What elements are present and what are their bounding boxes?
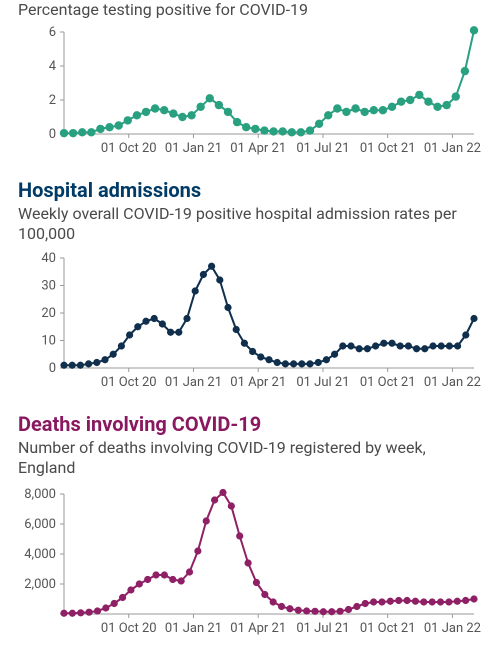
svg-text:2: 2 <box>49 93 56 108</box>
svg-text:8,000: 8,000 <box>24 487 56 502</box>
svg-text:0: 0 <box>49 127 56 142</box>
svg-text:01 Jul 21: 01 Jul 21 <box>296 375 349 390</box>
svg-text:01 Jan 22: 01 Jan 22 <box>424 141 481 156</box>
svg-text:01 Jan 21: 01 Jan 21 <box>165 621 222 636</box>
svg-text:01 Apr 21: 01 Apr 21 <box>230 621 286 636</box>
svg-text:01 Oct 21: 01 Oct 21 <box>360 141 416 156</box>
svg-text:40: 40 <box>41 251 56 266</box>
svg-text:01 Jan 22: 01 Jan 22 <box>424 375 481 390</box>
deaths-section: Deaths involving COVID-19 Number of deat… <box>18 412 482 644</box>
svg-text:01 Oct 21: 01 Oct 21 <box>360 375 416 390</box>
admissions-title: Hospital admissions <box>18 178 482 202</box>
admissions-section: Hospital admissions Weekly overall COVID… <box>18 178 482 398</box>
svg-text:4: 4 <box>49 59 57 74</box>
svg-text:01 Jan 21: 01 Jan 21 <box>165 375 222 390</box>
svg-text:6: 6 <box>49 26 56 40</box>
svg-text:0: 0 <box>49 361 56 376</box>
svg-text:01 Oct 20: 01 Oct 20 <box>101 141 157 156</box>
svg-text:10: 10 <box>41 334 56 349</box>
deaths-title: Deaths involving COVID-19 <box>18 412 482 436</box>
svg-text:01 Jul 21: 01 Jul 21 <box>296 621 349 636</box>
svg-text:2,000: 2,000 <box>24 577 56 592</box>
svg-text:01 Oct 20: 01 Oct 20 <box>101 375 157 390</box>
svg-text:01 Apr 21: 01 Apr 21 <box>230 375 286 390</box>
svg-text:01 Apr 21: 01 Apr 21 <box>230 141 286 156</box>
deaths-subtitle: Number of deaths involving COVID-19 regi… <box>18 438 482 478</box>
infections-chart: 0 2 4 6 01 Oct 20 01 Jan 21 01 Apr 21 01 Jul 21… <box>18 26 482 164</box>
svg-text:01 Jan 22: 01 Jan 22 <box>424 621 481 636</box>
svg-text:01 Oct 21: 01 Oct 21 <box>360 621 416 636</box>
svg-text:01 Jul 21: 01 Jul 21 <box>296 141 349 156</box>
deaths-chart: 2,000 4,000 6,000 8,000 01 Oct 20 01 Jan 21 01… <box>18 484 482 644</box>
svg-text:01 Jan 21: 01 Jan 21 <box>165 141 222 156</box>
infections-subtitle: Percentage testing positive for COVID-19 <box>18 0 482 20</box>
svg-text:30: 30 <box>41 279 56 294</box>
svg-text:01 Oct 20: 01 Oct 20 <box>101 621 157 636</box>
admissions-subtitle: Weekly overall COVID-19 positive hospita… <box>18 204 482 244</box>
svg-text:4,000: 4,000 <box>24 547 56 562</box>
infections-section: Percentage testing positive for COVID-19… <box>18 0 482 164</box>
admissions-chart: 0 10 20 30 40 01 Oct 20 01 Jan 21 01 Apr 21 01 J… <box>18 250 482 398</box>
svg-text:6,000: 6,000 <box>24 517 56 532</box>
svg-text:20: 20 <box>41 306 56 321</box>
